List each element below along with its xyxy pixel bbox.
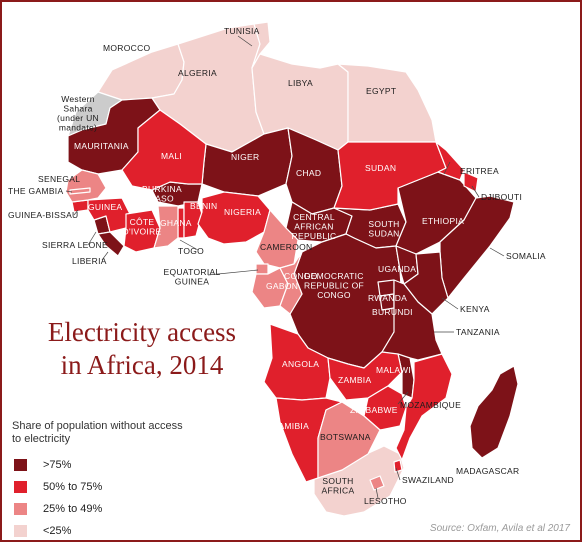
label-congo: CONGO bbox=[284, 271, 318, 281]
label-cameroon: CAMEROON bbox=[260, 242, 312, 252]
label-chad: CHAD bbox=[296, 168, 321, 178]
label-car: CENTRAL AFRICAN REPUBLIC bbox=[292, 212, 337, 241]
label-namibia: NAMIBIA bbox=[272, 421, 309, 431]
country-tanzania bbox=[381, 279, 443, 361]
label-uganda: UGANDA bbox=[378, 264, 416, 274]
map-title: Electricity access in Africa, 2014 bbox=[12, 316, 272, 382]
country-mozambique bbox=[395, 353, 453, 461]
label-morocco: MOROCCO bbox=[103, 43, 151, 53]
label-mali: MALI bbox=[161, 151, 182, 161]
country-liberia bbox=[97, 231, 125, 257]
legend-label: >75% bbox=[43, 459, 72, 471]
country-ghana bbox=[153, 205, 179, 249]
country-guinea bbox=[87, 197, 131, 233]
label-burkina-faso: BURKINA FASO bbox=[142, 184, 182, 204]
label-cote-divoire: CÔTE D'IVOIRE bbox=[123, 217, 162, 237]
label-rwanda: RWANDA bbox=[368, 293, 407, 303]
legend-item: >75% bbox=[12, 454, 212, 476]
label-niger: NIGER bbox=[231, 152, 259, 162]
country-malawi bbox=[397, 353, 415, 399]
country-botswana bbox=[317, 401, 381, 479]
legend-label: 25% to 49% bbox=[43, 503, 103, 515]
label-western-sahara: Western Sahara (under UN mandate) bbox=[57, 94, 99, 133]
label-south-sudan: SOUTH SUDAN bbox=[368, 219, 399, 239]
country-equatorial-guinea bbox=[255, 263, 269, 275]
legend-label: 50% to 75% bbox=[43, 481, 103, 493]
country-congo bbox=[279, 251, 303, 315]
label-malawi: MALAWI bbox=[376, 365, 411, 375]
label-drc: DEMOCRATIC REPUBLIC OF CONGO bbox=[304, 271, 364, 300]
label-equatorial-guinea: EQUATORIAL GUINEA bbox=[163, 267, 220, 287]
country-the-gambia bbox=[69, 187, 91, 195]
label-kenya: KENYA bbox=[460, 304, 490, 314]
label-gabon: GABON bbox=[266, 281, 298, 291]
country-madagascar bbox=[469, 365, 519, 459]
label-south-africa: SOUTH AFRICA bbox=[322, 476, 355, 496]
label-tanzania: TANZANIA bbox=[456, 327, 500, 337]
legend-swatch-25-49 bbox=[14, 503, 27, 515]
leader-lines bbox=[65, 35, 505, 499]
country-egypt bbox=[337, 63, 437, 143]
country-mali bbox=[121, 109, 207, 191]
label-guinea-bissau: GUINEA-BISSAU bbox=[8, 210, 79, 220]
country-lesotho bbox=[369, 475, 385, 491]
legend-item: <25% bbox=[12, 520, 212, 540]
label-algeria: ALGERIA bbox=[178, 68, 217, 78]
label-libya: LIBYA bbox=[288, 78, 313, 88]
title-line-1: Electricity access bbox=[47, 317, 237, 347]
label-tunisia: TUNISIA bbox=[224, 26, 260, 36]
legend-item: 25% to 49% bbox=[12, 498, 212, 520]
title-line-2: in Africa, 2014 bbox=[60, 350, 224, 380]
label-mozambique: MOZAMBIQUE bbox=[400, 400, 461, 410]
label-sudan: SUDAN bbox=[365, 163, 396, 173]
legend-swatch-over-75 bbox=[14, 459, 27, 471]
label-the-gambia: THE GAMBIA bbox=[8, 186, 63, 196]
label-togo: TOGO bbox=[178, 246, 204, 256]
country-swaziland bbox=[393, 459, 403, 473]
legend-item: 50% to 75% bbox=[12, 476, 212, 498]
country-somalia bbox=[439, 195, 515, 299]
label-ghana: GHANA bbox=[160, 218, 192, 228]
label-madagascar: MADAGASCAR bbox=[456, 466, 519, 476]
country-zambia bbox=[327, 351, 403, 401]
label-djibouti: DJIBOUTI bbox=[481, 192, 522, 202]
legend-swatch-under-25 bbox=[14, 525, 27, 537]
label-angola: ANGOLA bbox=[282, 359, 319, 369]
label-benin: BENIN bbox=[190, 201, 217, 211]
label-eritrea: ERITREA bbox=[460, 166, 499, 176]
legend-label: <25% bbox=[43, 525, 72, 537]
label-swaziland: SWAZILAND bbox=[402, 475, 454, 485]
label-nigeria: NIGERIA bbox=[224, 207, 261, 217]
label-zambia: ZAMBIA bbox=[338, 375, 371, 385]
label-liberia: LIBERIA bbox=[72, 256, 107, 266]
country-eritrea bbox=[435, 141, 465, 181]
label-senegal: SENEGAL bbox=[38, 174, 80, 184]
label-somalia: SOMALIA bbox=[506, 251, 546, 261]
label-lesotho: LESOTHO bbox=[364, 496, 407, 506]
country-cote-divoire bbox=[123, 209, 161, 253]
legend: Share of population without access to el… bbox=[12, 420, 212, 540]
label-guinea: GUINEA bbox=[88, 202, 122, 212]
legend-title: Share of population without access to el… bbox=[12, 420, 183, 445]
label-zimbabwe: ZIMBABWE bbox=[350, 405, 398, 415]
legend-swatch-50-75 bbox=[14, 481, 27, 493]
label-burundi: BURUNDI bbox=[372, 307, 413, 317]
country-nigeria bbox=[197, 191, 271, 245]
label-botswana: BOTSWANA bbox=[320, 432, 371, 442]
source-note: Source: Oxfam, Avila et al 2017 bbox=[429, 523, 570, 534]
label-mauritania: MAURITANIA bbox=[74, 141, 129, 151]
label-ethiopia: ETHIOPIA bbox=[422, 216, 464, 226]
label-sierra-leone: SIERRA LEONE bbox=[42, 240, 108, 250]
label-egypt: EGYPT bbox=[366, 86, 396, 96]
